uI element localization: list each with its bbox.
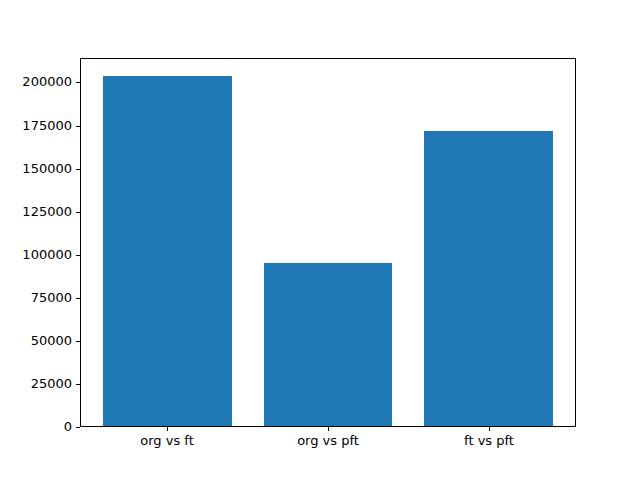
y-tick-mark [76,255,80,256]
y-tick-mark [76,126,80,127]
bar-ft-vs-pft [424,131,552,426]
y-tick-label: 100000 [12,248,72,262]
y-tick-label: 0 [12,420,72,434]
y-tick-mark [76,384,80,385]
x-tick-mark [489,427,490,431]
bar-org-vs-ft [103,76,231,426]
y-tick-label: 75000 [12,291,72,305]
y-tick-mark [76,212,80,213]
x-tick-label: org vs pft [258,434,398,448]
y-tick-label: 150000 [12,162,72,176]
x-tick-mark [167,427,168,431]
bar-org-vs-pft [264,263,392,426]
plot-area [80,58,576,427]
y-tick-mark [76,82,80,83]
y-tick-label: 200000 [12,75,72,89]
figure-canvas: 0 25000 50000 75000 100000 125000 150000 175000… [0,0,640,480]
y-tick-mark [76,298,80,299]
x-tick-label: ft vs pft [419,434,559,448]
y-tick-label: 25000 [12,377,72,391]
y-tick-label: 125000 [12,205,72,219]
y-tick-mark [76,341,80,342]
y-tick-mark [76,169,80,170]
y-tick-label: 175000 [12,119,72,133]
x-tick-label: org vs ft [97,434,237,448]
x-tick-mark [328,427,329,431]
y-tick-mark [76,427,80,428]
y-tick-label: 50000 [12,334,72,348]
